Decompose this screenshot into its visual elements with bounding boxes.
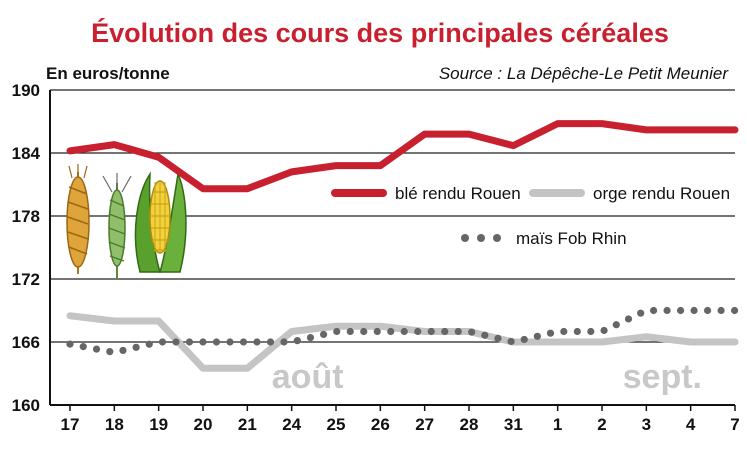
series-dot <box>226 338 234 346</box>
legend-ble: blé rendu Rouen <box>331 184 521 203</box>
series-dot <box>387 327 395 336</box>
x-tick-label: 26 <box>371 415 390 434</box>
wheat-ear-icon <box>66 164 90 274</box>
unit-label: En euros/tonne <box>46 64 170 83</box>
barley-ear-icon <box>102 173 132 278</box>
series-dot <box>373 327 381 336</box>
x-tick-label: 20 <box>194 415 213 434</box>
series-dot <box>158 338 167 346</box>
series-dot <box>293 337 301 345</box>
series-dot <box>185 338 194 346</box>
series-dot <box>637 309 645 317</box>
x-tick-label: 18 <box>105 415 124 434</box>
series-mais-fob-rhin <box>66 306 739 356</box>
series-dot <box>320 330 328 339</box>
y-tick-label: 190 <box>12 81 40 100</box>
series-dot <box>253 338 261 346</box>
x-tick-label: 31 <box>504 415 523 434</box>
legend-label: blé rendu Rouen <box>395 184 521 203</box>
corn-cob-icon <box>134 171 187 273</box>
series-dot <box>119 346 127 355</box>
y-tick-label: 184 <box>12 144 41 163</box>
series-dot <box>690 306 698 315</box>
series-dot <box>454 327 462 336</box>
series-dot <box>468 328 476 336</box>
series-dot <box>612 321 620 329</box>
series-dot <box>587 327 595 336</box>
series-dot <box>649 306 658 315</box>
series-dot <box>494 334 502 342</box>
series-dot <box>624 315 633 323</box>
x-tick-label: 25 <box>327 415 346 434</box>
x-tick-label: 21 <box>238 415 257 434</box>
x-tick-label: 2 <box>597 415 606 434</box>
series-dot <box>520 335 528 344</box>
legend-mais: maïs Fob Rhin <box>461 229 627 248</box>
series-dot <box>507 337 515 346</box>
month-labels: août sept. <box>272 358 702 396</box>
series-dot <box>266 338 275 346</box>
series-dot <box>132 343 140 351</box>
x-tick-label: 24 <box>282 415 301 434</box>
series-dot <box>239 338 248 346</box>
series-dot <box>333 327 341 336</box>
legend-swatch-dot <box>493 234 501 242</box>
x-tick-label: 27 <box>415 415 434 434</box>
series-dot <box>346 327 354 336</box>
series-dot <box>172 338 180 346</box>
x-tick-label: 1 <box>553 415 562 434</box>
series-dot <box>546 329 555 337</box>
series-dot <box>106 348 114 356</box>
series-dot <box>280 338 288 346</box>
series-dot <box>66 340 74 348</box>
x-tick-label: 17 <box>61 415 80 434</box>
series-dot <box>730 306 739 315</box>
series-dot <box>441 327 449 336</box>
series-dot <box>400 327 408 336</box>
series-dot <box>79 343 87 351</box>
legend-swatch-dot <box>461 234 469 242</box>
series-dot <box>573 327 581 336</box>
y-tick-label: 166 <box>12 333 40 352</box>
series-dot <box>717 306 725 315</box>
legend-swatch-dot <box>477 234 485 242</box>
month-label: août <box>272 358 344 396</box>
series-dot <box>427 327 435 336</box>
y-tick-label: 160 <box>12 396 40 415</box>
series-dot <box>145 340 153 348</box>
series-ble-rendu-rouen <box>66 120 739 193</box>
x-tick-label: 3 <box>642 415 651 434</box>
series-dot <box>560 327 568 336</box>
series-dot <box>212 338 221 346</box>
series-dot <box>663 306 671 315</box>
legend-label: maïs Fob Rhin <box>516 229 627 248</box>
legend-label: orge rendu Rouen <box>593 184 730 203</box>
x-tick-label: 28 <box>460 415 479 434</box>
series-dot <box>306 333 315 342</box>
series-dot <box>481 331 489 339</box>
legend-orge: orge rendu Rouen <box>529 184 730 203</box>
source-label: Source : La Dépêche-Le Petit Meunier <box>439 64 730 83</box>
series-dot <box>600 326 608 335</box>
chart-title: Évolution des cours des principales céré… <box>91 17 669 48</box>
series-dot <box>199 338 207 346</box>
series-dot <box>533 332 541 340</box>
series-dot <box>92 345 101 353</box>
series-dot <box>676 306 685 315</box>
y-tick-label: 172 <box>12 270 40 289</box>
series-dot <box>360 327 368 336</box>
cereal-illustrations <box>66 164 187 278</box>
series-group <box>66 120 739 372</box>
y-tick-label: 178 <box>12 207 40 226</box>
x-tick-label: 4 <box>686 415 696 434</box>
x-tick-label: 19 <box>149 415 168 434</box>
month-label: sept. <box>623 358 702 396</box>
series-dot <box>703 306 712 315</box>
x-tick-label: 7 <box>730 415 739 434</box>
legend: blé rendu Rouen orge rendu Rouen maïs Fob … <box>331 184 730 248</box>
series-dot <box>414 327 422 336</box>
